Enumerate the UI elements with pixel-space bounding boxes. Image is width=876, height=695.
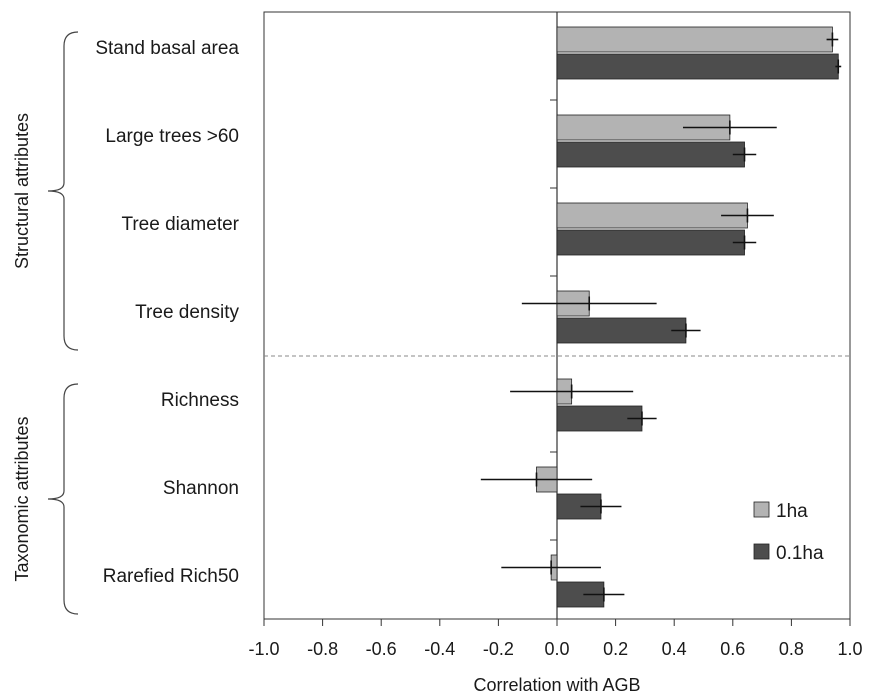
- category-label: Tree diameter: [121, 214, 239, 235]
- category-label: Shannon: [163, 478, 239, 499]
- x-tick-label: 0.8: [779, 639, 804, 659]
- group-label: Structural attributes: [12, 113, 32, 269]
- category-label: Stand basal area: [95, 38, 239, 59]
- category-label: Tree density: [135, 302, 239, 323]
- bar-0.1ha: [556, 229, 745, 256]
- group-bracket: [47, 383, 79, 615]
- category-ticks: [550, 99, 557, 541]
- x-tick-label: 0.6: [720, 639, 745, 659]
- category-label: Richness: [161, 390, 239, 411]
- legend-label-0.1ha: 0.1ha: [776, 543, 824, 564]
- legend-swatch-1ha: [753, 501, 770, 518]
- x-axis-title: Correlation with AGB: [473, 675, 640, 695]
- bar-1ha: [556, 202, 748, 229]
- x-tick-label: -0.8: [307, 639, 338, 659]
- bar-0.1ha: [556, 53, 839, 80]
- x-tick-label: -0.6: [366, 639, 397, 659]
- bar-0.1ha: [556, 141, 745, 168]
- group-label: Taxonomic attributes: [12, 416, 32, 581]
- category-labels: Stand basal area Large trees >60 Tree diam…: [95, 38, 239, 587]
- group-brackets: Structural attributes Taxonomic attribute…: [12, 31, 79, 615]
- bar-0.1ha: [556, 317, 687, 344]
- error-bars: [480, 32, 842, 602]
- bar-1ha: [556, 26, 833, 53]
- x-tick-label: -0.4: [424, 639, 455, 659]
- x-tick-label: -0.2: [483, 639, 514, 659]
- x-tick-label: 0.0: [544, 639, 569, 659]
- x-tick-label: 0.2: [603, 639, 628, 659]
- category-label: Rarefied Rich50: [103, 566, 239, 587]
- legend: 1ha 0.1ha: [753, 501, 824, 564]
- category-label: Large trees >60: [105, 126, 239, 147]
- group-bracket: [47, 31, 79, 351]
- x-axis-ticks: -1.0 -0.8 -0.6 -0.4 -0.2 0.0 0.2 0.4 0.6 0.8 1.0: [248, 619, 863, 659]
- x-tick-label: -1.0: [248, 639, 279, 659]
- legend-swatch-0.1ha: [753, 543, 770, 560]
- x-tick-label: 0.4: [662, 639, 687, 659]
- legend-label-1ha: 1ha: [776, 501, 808, 522]
- x-tick-label: 1.0: [837, 639, 862, 659]
